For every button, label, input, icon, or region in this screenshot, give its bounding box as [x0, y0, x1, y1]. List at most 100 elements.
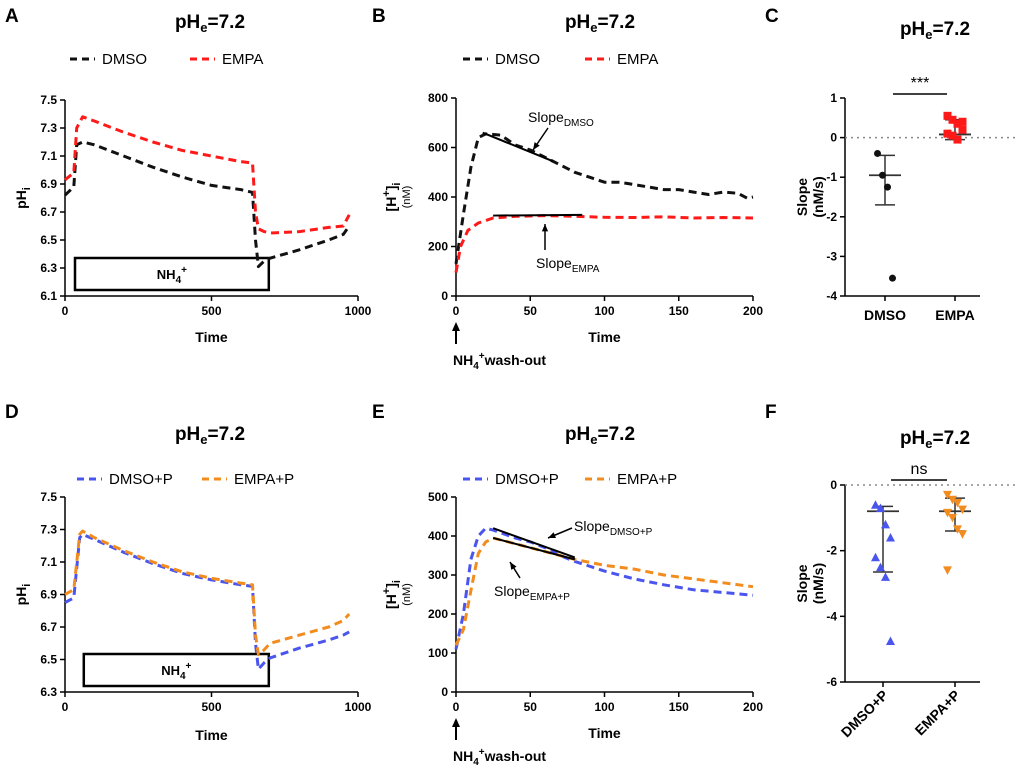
data-point — [881, 519, 890, 529]
slope-annotation: SlopeEMPA — [536, 255, 600, 275]
x-tick-label: 100 — [594, 304, 614, 318]
slope-label-main: Slope — [536, 255, 572, 271]
panel-label: B — [372, 6, 386, 27]
x-axis-title: Time — [195, 329, 228, 345]
washout-sub: 4 — [473, 361, 479, 372]
nh4-box — [73, 256, 271, 292]
significance-label: *** — [911, 75, 930, 92]
slope-label-sub: EMPA+P — [530, 592, 570, 603]
x-tick-label: 100 — [594, 700, 614, 714]
legend-label: DMSO — [495, 51, 540, 68]
y-axis-title-group: pHi — [13, 584, 33, 606]
slope-label-main: Slope — [494, 583, 530, 599]
data-point — [953, 499, 962, 508]
box-label-sup: + — [186, 661, 192, 672]
series-line-dmso-p — [64, 532, 350, 671]
panel-title: pHe=7.2 — [900, 19, 970, 42]
slope-line — [493, 213, 583, 217]
y-title-main: [H — [383, 197, 399, 212]
y-tick-label: 6.5 — [40, 233, 57, 247]
x-tick-label: 150 — [669, 700, 689, 714]
data-point — [884, 183, 891, 191]
slope-arrowhead — [548, 532, 556, 539]
box-label-sub: 4 — [176, 275, 182, 286]
y-tick-label: 0 — [830, 131, 837, 145]
data-point — [874, 149, 881, 157]
y-axis-title: pHi — [13, 187, 33, 209]
series-line-dmso — [454, 132, 754, 265]
data-point — [943, 566, 952, 575]
y-tick-label: -2 — [826, 210, 837, 224]
data-point — [958, 125, 967, 134]
data-point — [871, 552, 880, 562]
data-point — [948, 513, 957, 523]
title-suffix: =7.2 — [208, 424, 246, 445]
data-point — [943, 490, 952, 500]
slope-annotation: SlopeDMSO+P — [574, 518, 653, 538]
y-tick-label: 600 — [428, 141, 448, 155]
x-tick-label: 50 — [524, 700, 538, 714]
washout-arrowhead — [452, 718, 460, 727]
x-tick-label: 500 — [201, 304, 221, 318]
title-suffix: =7.2 — [933, 19, 971, 40]
y-tick-label: 6.3 — [40, 261, 57, 275]
y-axis-title-group: Slope (nM/s) — [794, 563, 826, 604]
title-suffix: =7.2 — [598, 12, 636, 33]
category-label: DMSO — [864, 307, 906, 323]
data-point — [943, 129, 952, 138]
y-axis-title: [H+]i — [381, 580, 403, 609]
category-label: EMPA — [935, 307, 974, 323]
y-axis-title: Slope — [794, 564, 810, 602]
group-dmso-p — [867, 500, 899, 645]
y-tick-label: 400 — [428, 529, 448, 543]
data-point — [871, 500, 880, 509]
series-line-empa — [454, 214, 754, 273]
slope-line — [492, 527, 576, 559]
panel-label: E — [372, 402, 385, 423]
y-tick-label: 7.3 — [40, 523, 57, 537]
y-tick-label: -1 — [826, 170, 837, 184]
panel-title: pHe=7.2 — [175, 12, 245, 35]
washout-suffix: wash-out — [484, 352, 547, 368]
group-empa — [939, 111, 971, 144]
y-axis-unit: (nM/s) — [810, 563, 826, 604]
x-tick-label: 150 — [669, 304, 689, 318]
y-tick-label: -4 — [826, 289, 837, 303]
series-line-empa — [64, 115, 351, 235]
legend-label: EMPA+P — [234, 471, 294, 488]
group-dmso — [869, 149, 901, 282]
nh4-box-label: NH4+ — [157, 265, 187, 286]
y-axis-title-group: [H+]i(nM) — [381, 580, 413, 609]
y-axis-unit: (nM/s) — [810, 176, 826, 217]
panel-label: F — [765, 402, 777, 423]
box-label-main: NH — [157, 267, 176, 282]
washout-main: NH — [453, 352, 473, 368]
y-title-sup: + — [381, 588, 393, 594]
data-point — [953, 525, 962, 534]
y-tick-label: 6.1 — [40, 289, 57, 303]
slope-annotation: SlopeEMPA+P — [494, 583, 570, 603]
y-title-main: pH — [13, 587, 29, 606]
data-point — [958, 117, 967, 126]
title-sub: e — [590, 432, 597, 447]
nh4-box — [82, 652, 271, 688]
washout-main: NH — [453, 748, 473, 764]
washout-sub: 4 — [473, 757, 479, 768]
x-tick-label: 200 — [743, 304, 763, 318]
panel-title: pHe=7.2 — [565, 424, 635, 447]
y-axis-title: [H+]i — [381, 183, 403, 212]
panel-label: D — [5, 402, 19, 423]
title-prefix: pH — [565, 12, 590, 33]
y-tick-label: 400 — [428, 190, 448, 204]
y-axis-unit: (nM) — [401, 186, 413, 209]
y-axis-title: pHi — [13, 584, 33, 606]
y-title-sup: + — [381, 190, 393, 196]
y-axis-title: Slope — [794, 178, 810, 216]
y-tick-label: -6 — [826, 675, 837, 689]
slope-arrowhead — [541, 224, 549, 232]
y-tick-label: 6.9 — [40, 177, 57, 191]
